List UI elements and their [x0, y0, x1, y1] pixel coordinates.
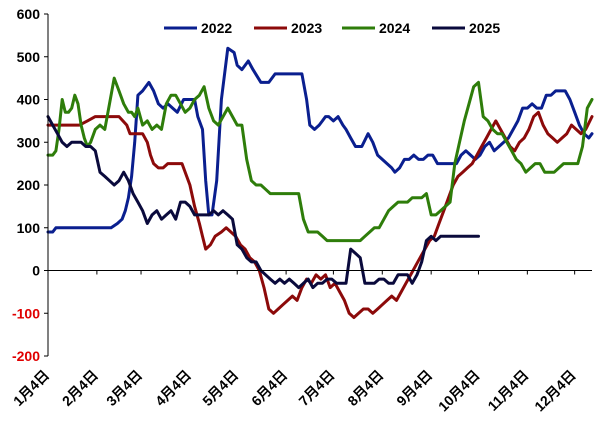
y-tick-label: 200: [17, 177, 41, 193]
legend: 2022 2023 2024 2025: [164, 20, 500, 36]
series-line-2022: [46, 46, 594, 234]
x-tick-label: 2月4日: [59, 367, 101, 409]
x-tick-label: 1月4日: [10, 367, 52, 409]
y-tick-label: -100: [12, 305, 40, 321]
x-tick-label: 8月4日: [344, 367, 386, 409]
y-tick-label: 600: [17, 6, 41, 22]
series-layer: [46, 46, 594, 319]
x-tick-label: 12月4日: [531, 367, 579, 415]
x-tick-label: 10月4日: [435, 367, 483, 415]
x-tick-label: 7月4日: [295, 367, 337, 409]
x-tick-label: 5月4日: [199, 367, 241, 409]
legend-label-2022: 2022: [201, 20, 232, 36]
x-tick-label: 9月4日: [393, 367, 435, 409]
x-tick-label: 3月4日: [103, 367, 145, 409]
legend-label-2025: 2025: [469, 20, 500, 36]
y-tick-label: 300: [17, 134, 41, 150]
y-tick-label: 0: [32, 263, 40, 279]
legend-label-2024: 2024: [379, 20, 410, 36]
y-tick-label: 500: [17, 49, 41, 65]
x-tick-label: 6月4日: [248, 367, 290, 409]
x-tick-label: 11月4日: [484, 367, 531, 414]
series-line-2023: [46, 110, 594, 319]
series-line-2024: [46, 76, 594, 243]
legend-label-2023: 2023: [291, 20, 322, 36]
y-tick-label: 100: [17, 220, 41, 236]
series-line-2025: [46, 115, 480, 290]
y-tick-label: -200: [12, 348, 40, 364]
x-tick-label: 4月4日: [152, 367, 194, 409]
y-tick-label: 400: [17, 92, 41, 108]
